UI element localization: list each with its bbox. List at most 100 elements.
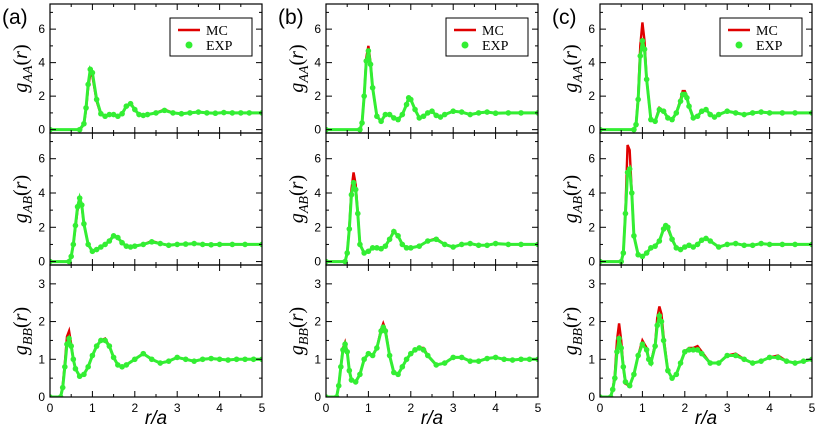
exp-point: [110, 111, 117, 118]
y-tick-label: 0: [38, 255, 45, 269]
exp-point: [475, 242, 482, 249]
exp-point: [85, 364, 91, 370]
exp-point: [246, 110, 253, 116]
exp-point: [165, 358, 172, 364]
exp-point: [635, 352, 641, 359]
exp-point: [216, 356, 223, 363]
exp-point: [749, 360, 756, 366]
exp-point: [639, 38, 646, 44]
y-tick-label: 2: [38, 315, 45, 329]
exp-point: [437, 114, 444, 120]
exp-point: [654, 322, 661, 329]
exp-point: [690, 115, 697, 121]
exp-point: [637, 53, 644, 59]
x-tick-label: 0: [47, 401, 54, 415]
exp-point: [391, 115, 397, 121]
y-tick-label: 0: [314, 390, 321, 404]
exp-point: [660, 108, 667, 115]
exp-point: [357, 241, 363, 248]
exp-point: [403, 245, 410, 251]
exp-point: [57, 394, 64, 397]
exp-point: [344, 250, 351, 256]
exp-point: [399, 241, 406, 248]
exp-point: [70, 356, 77, 363]
exp-point: [136, 111, 142, 118]
x-tick-label: 1: [365, 401, 372, 415]
legend-box: [169, 17, 253, 57]
exp-point: [698, 350, 705, 357]
exp-point: [374, 113, 380, 120]
exp-point: [68, 253, 74, 260]
exp-point: [792, 241, 798, 248]
exp-point: [140, 112, 147, 119]
exp-point: [395, 233, 401, 239]
exp-point: [350, 179, 357, 186]
exp-point: [475, 358, 482, 364]
exp-point: [238, 110, 244, 116]
exp-point: [766, 110, 773, 116]
y-tick-label: 0: [314, 123, 321, 137]
series-exp-line: [50, 192, 262, 264]
x-tick-label: 4: [216, 401, 223, 415]
exp-point: [639, 253, 646, 260]
exp-point: [199, 356, 206, 363]
exp-point: [682, 348, 688, 355]
exp-point: [635, 251, 641, 258]
exp-point: [724, 241, 730, 248]
exp-point: [600, 394, 603, 397]
exp-point: [403, 101, 410, 108]
x-axis-label: r/a: [695, 408, 717, 429]
y-tick-label: 1: [38, 352, 45, 366]
exp-point: [441, 360, 448, 366]
exp-point: [102, 337, 108, 344]
exp-point: [741, 356, 747, 363]
exp-point: [492, 354, 499, 361]
exp-point: [132, 106, 138, 113]
exp-point: [656, 106, 663, 113]
exp-point: [707, 238, 714, 244]
x-tick-label: 2: [681, 401, 688, 415]
legend-box: [719, 17, 803, 57]
x-tick-label: 5: [259, 401, 266, 415]
exp-point: [433, 236, 440, 243]
exp-point: [208, 355, 214, 362]
series-exp-line: [50, 65, 262, 132]
exp-point: [656, 313, 663, 319]
exp-point: [161, 107, 168, 114]
y-tick-label: 0: [588, 255, 595, 269]
exp-point: [359, 120, 365, 126]
panel-tag-b: (b): [278, 6, 304, 29]
exp-point: [686, 242, 692, 249]
exp-point: [221, 109, 227, 116]
exp-point: [178, 110, 185, 117]
exp-point: [212, 110, 219, 117]
exp-point: [98, 244, 104, 250]
exp-point: [123, 103, 130, 109]
exp-point: [648, 245, 654, 251]
exp-point: [620, 364, 627, 370]
exp-point: [408, 96, 414, 103]
exp-point: [420, 113, 427, 120]
y-axis-label: gBB(r): [10, 307, 36, 355]
exp-point: [123, 243, 130, 249]
exp-point: [106, 238, 113, 244]
exp-point: [119, 110, 125, 117]
exp-point: [110, 233, 117, 239]
exp-point: [707, 360, 714, 366]
exp-point: [669, 375, 675, 381]
exp-point: [74, 203, 81, 210]
y-tick-label: 4: [314, 186, 321, 200]
exp-point: [677, 360, 684, 366]
exp-point: [144, 111, 151, 118]
exp-point: [643, 76, 650, 83]
exp-point: [694, 113, 701, 120]
y-tick-label: 6: [588, 152, 595, 166]
exp-point: [412, 106, 418, 113]
exp-point: [441, 241, 448, 248]
y-tick-label: 4: [38, 186, 45, 200]
exp-point: [225, 357, 231, 363]
exp-point: [344, 348, 351, 355]
exp-point: [607, 394, 614, 397]
